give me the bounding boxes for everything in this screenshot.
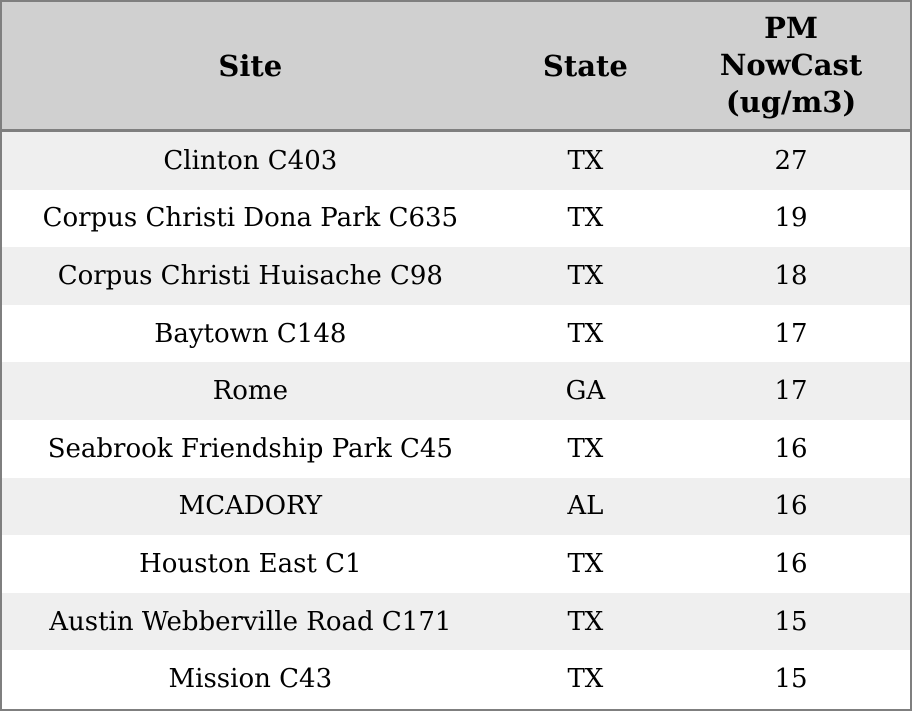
table-header-row: Site State PM NowCast (ug/m3) bbox=[2, 2, 910, 132]
cell-pm-nowcast: 19 bbox=[774, 203, 808, 234]
cell-pm-nowcast: 16 bbox=[774, 433, 808, 464]
cell-pm-nowcast: 17 bbox=[774, 376, 808, 407]
cell-state: TX bbox=[567, 145, 604, 176]
cell-site: Mission C43 bbox=[168, 664, 333, 695]
table-row: Corpus Christi Dona Park C635 TX 19 bbox=[2, 189, 910, 248]
table-body: Clinton C403 TX 27 Corpus Christi Dona P… bbox=[2, 132, 910, 708]
cell-site: Baytown C148 bbox=[154, 318, 347, 349]
table-row: MCADORY AL 16 bbox=[2, 477, 910, 536]
table-row: Mission C43 TX 15 bbox=[2, 650, 910, 708]
cell-pm-nowcast: 16 bbox=[774, 548, 808, 579]
cell-pm-nowcast: 27 bbox=[774, 145, 808, 176]
cell-pm-nowcast: 17 bbox=[774, 318, 808, 349]
cell-site: MCADORY bbox=[178, 491, 323, 522]
table-row: Austin Webberville Road C171 TX 15 bbox=[2, 592, 910, 651]
cell-state: GA bbox=[565, 376, 606, 407]
cell-pm-nowcast: 15 bbox=[774, 606, 808, 637]
cell-state: TX bbox=[567, 664, 604, 695]
cell-site: Austin Webberville Road C171 bbox=[49, 606, 452, 637]
table-row: Rome GA 17 bbox=[2, 362, 910, 420]
cell-site: Corpus Christi Dona Park C635 bbox=[42, 203, 459, 234]
column-header-site: Site bbox=[218, 48, 283, 83]
cell-site: Houston East C1 bbox=[139, 548, 362, 579]
column-header-pm-nowcast: PM NowCast (ug/m3) bbox=[672, 10, 910, 121]
cell-state: TX bbox=[567, 318, 604, 349]
cell-site: Seabrook Friendship Park C45 bbox=[47, 433, 453, 464]
pm-header-line-3: (ug/m3) bbox=[725, 85, 857, 119]
cell-site: Corpus Christi Huisache C98 bbox=[57, 260, 443, 291]
cell-state: TX bbox=[567, 433, 604, 464]
cell-pm-nowcast: 16 bbox=[774, 491, 808, 522]
cell-site: Rome bbox=[212, 376, 288, 407]
cell-state: TX bbox=[567, 260, 604, 291]
cell-state: TX bbox=[567, 548, 604, 579]
pm-header-line-1: PM bbox=[764, 11, 818, 45]
cell-pm-nowcast: 18 bbox=[774, 260, 808, 291]
pm-header-line-2: NowCast bbox=[719, 48, 863, 82]
cell-state: TX bbox=[567, 203, 604, 234]
cell-state: TX bbox=[567, 606, 604, 637]
table-row: Houston East C1 TX 16 bbox=[2, 535, 910, 593]
table-row: Corpus Christi Huisache C98 TX 18 bbox=[2, 247, 910, 305]
column-header-state: State bbox=[542, 48, 628, 83]
table-row: Clinton C403 TX 27 bbox=[2, 132, 910, 190]
table-row: Baytown C148 TX 17 bbox=[2, 304, 910, 363]
cell-pm-nowcast: 15 bbox=[774, 664, 808, 695]
table-row: Seabrook Friendship Park C45 TX 16 bbox=[2, 419, 910, 478]
cell-site: Clinton C403 bbox=[163, 145, 338, 176]
cell-state: AL bbox=[567, 491, 604, 522]
